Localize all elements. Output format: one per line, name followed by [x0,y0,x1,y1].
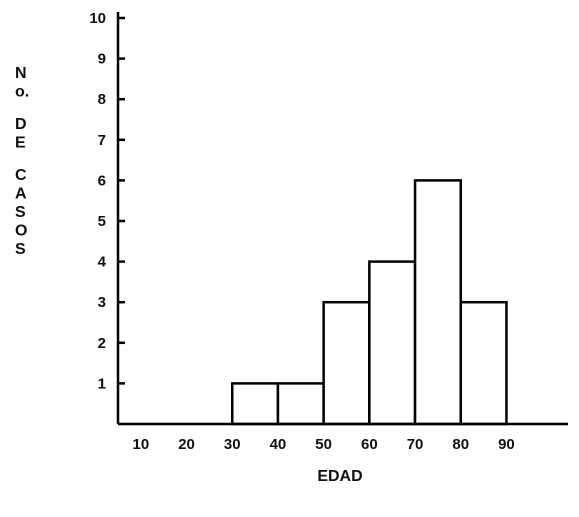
y-tick-label: 1 [98,375,106,392]
y-tick-label: 2 [98,335,106,352]
x-tick-label: 50 [315,436,332,453]
bar-40-50 [276,382,325,426]
y-axis-title-line: C [15,167,27,184]
bar-70-80 [413,179,462,426]
y-ticks-group: 1 2 3 4 5 6 7 8 9 10 [89,10,125,392]
x-tick-label: 10 [133,436,150,453]
y-axis-title-line: N [15,65,27,82]
bar-80-90 [459,300,508,426]
y-tick-label: 6 [98,172,106,189]
x-tick-label: 20 [178,436,195,453]
y-tick-label: 3 [98,294,106,311]
bar-30-40 [231,382,280,426]
x-axis-title: EDAD [317,468,362,485]
bar-60-70 [368,260,417,426]
x-tick-label: 40 [270,436,287,453]
y-axis-title-line: E [15,135,26,152]
bar-50-60 [322,300,371,426]
x-tick-label: 60 [361,436,378,453]
y-axis-title-line: D [15,116,27,133]
y-tick-label: 8 [98,91,106,108]
y-tick-label: 7 [98,132,106,149]
y-axis-title-line: o. [15,84,29,101]
y-axis-title-line: A [15,186,27,203]
x-tick-label: 80 [452,436,469,453]
x-ticks-group: 10 20 30 40 50 60 70 80 90 [133,436,515,453]
x-tick-label: 30 [224,436,241,453]
x-tick-label: 90 [498,436,515,453]
y-axis-title-line: O [15,223,27,240]
y-tick-label: 9 [98,51,106,68]
bars-group [231,179,508,426]
y-tick-label: 10 [89,10,106,27]
y-axis-title-line: S [15,241,26,258]
x-tick-label: 70 [407,436,424,453]
y-axis-title-line: S [15,204,26,221]
y-tick-label: 5 [98,213,106,230]
y-tick-label: 4 [98,254,107,271]
